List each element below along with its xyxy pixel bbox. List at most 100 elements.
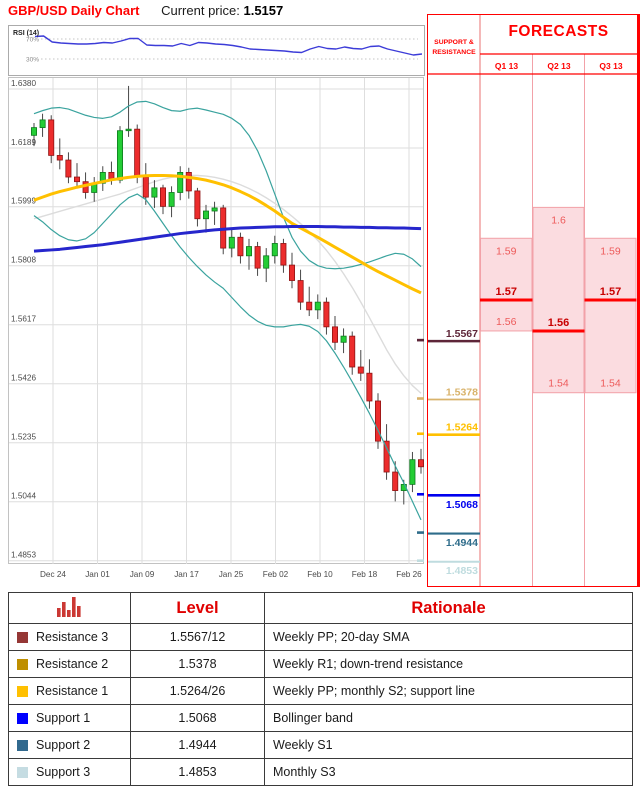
bar-icon-bar <box>66 610 71 617</box>
forecast-high-label: 1.59 <box>600 245 621 257</box>
candle-body <box>306 301 313 311</box>
y-axis-label: 1.5617 <box>11 315 36 324</box>
forecast-high-label: 1.59 <box>496 245 517 257</box>
forecast-column-q3-13: 1.59 1.57 1.54 <box>584 237 637 394</box>
level-color-swatch <box>17 631 28 643</box>
candlestick-chart: 1.6380 1.6189 1.5999 1.5808 1.5617 1.5426 1.52… <box>8 77 424 579</box>
level-value: 1.5567/12 <box>130 623 265 651</box>
level-rationale: Monthly S3 <box>264 758 633 786</box>
level-name-cell: Support 3 <box>8 758 131 786</box>
sr-edge-marker <box>417 559 424 562</box>
rsi-level-label: 30% <box>26 57 39 64</box>
x-axis-label: Jan 17 <box>174 570 199 579</box>
sr-level-label: 1.4853 <box>446 565 478 577</box>
candle-body <box>254 246 261 269</box>
current-price-label: Current price: <box>161 3 240 18</box>
level-value: 1.5264/26 <box>130 677 265 705</box>
bar-icon-bar <box>61 602 66 617</box>
candle-body <box>39 119 46 129</box>
sr-edge-marker <box>417 338 424 342</box>
x-axis-label: Feb 26 <box>396 570 422 579</box>
candle-body <box>331 326 338 343</box>
candle-body <box>228 236 235 249</box>
report-header: GBP/USD Daily Chart Current price: 1.515… <box>8 3 283 18</box>
price-chart: 1.6380 1.6189 1.5999 1.5808 1.5617 1.5426 1.52… <box>8 77 425 586</box>
level-name-cell: Resistance 2 <box>8 650 131 678</box>
rsi-line <box>34 35 423 56</box>
sr-level-label: 1.5264 <box>446 422 478 434</box>
rsi-title: RSI (14) <box>13 30 39 37</box>
level-value: 1.5068 <box>130 704 265 732</box>
level-name-cell: Support 2 <box>8 731 131 759</box>
sr-edge-marker <box>417 432 424 436</box>
bar-icon-bar <box>71 597 76 617</box>
candlesticks <box>30 85 424 505</box>
level-name-cell: Resistance 3 <box>8 623 131 651</box>
candle-body <box>383 440 390 473</box>
candle-body <box>194 190 201 220</box>
bar-icon-bar <box>56 608 61 617</box>
forecast-column-q2-13: 1.6 1.56 1.54 <box>532 206 585 394</box>
x-axis-label: Feb 02 <box>263 570 289 579</box>
sr-level-1.5378: 1.5378 <box>428 387 480 401</box>
y-axis-label: 1.4853 <box>11 551 36 560</box>
candle-body <box>151 187 158 198</box>
rsi-level-label: 70% <box>26 37 39 44</box>
current-price-value: 1.5157 <box>243 3 284 18</box>
level-rationale: Weekly S1 <box>264 731 633 759</box>
sr-level-1.4853: 1.4853 <box>428 560 480 577</box>
candle-body <box>245 246 252 257</box>
table-row: Support 3 1.4853 Monthly S3 <box>8 758 633 786</box>
rsi-chart: 70% 30% RSI (14) <box>13 30 423 64</box>
forecast-low-label: 1.56 <box>496 316 517 328</box>
x-axis-label: Dec 24 <box>40 570 66 579</box>
x-axis-label: Jan 25 <box>219 570 244 579</box>
candle-body <box>392 471 399 491</box>
sr-edge-marker <box>417 397 424 400</box>
candle-body <box>30 127 37 136</box>
forecast-chart: 1.59 1.57 1.56 1.6 1.56 1.54 1.59 1.57 1.54 1.556… <box>428 15 637 586</box>
level-name-cell: Support 1 <box>8 704 131 732</box>
candle-body <box>125 128 132 132</box>
forecast-high-label: 1.6 <box>551 214 566 226</box>
candle-body <box>366 372 373 402</box>
forecast-low-label: 1.54 <box>600 378 621 390</box>
rsi-panel: 70% 30% RSI (14) <box>8 25 425 76</box>
level-color-swatch <box>17 658 28 670</box>
candle-body <box>271 243 278 257</box>
level-color-swatch <box>17 766 28 778</box>
level-name: Resistance 1 <box>36 684 109 698</box>
sr-level-label: 1.5567 <box>446 328 478 340</box>
forecast-column-header-q1: Q1 13 <box>494 61 519 71</box>
support-resistance-header: SUPPORT & RESISTANCE <box>432 39 476 56</box>
level-value: 1.5378 <box>130 650 265 678</box>
y-axis-label: 1.5808 <box>11 256 36 265</box>
table-row: Resistance 2 1.5378 Weekly R1; down-trend … <box>8 650 633 678</box>
sr-level-label: 1.4944 <box>446 537 478 549</box>
candle-body <box>314 301 321 311</box>
level-value: 1.4944 <box>130 731 265 759</box>
forecast-column-header-q3: Q3 13 <box>599 61 623 71</box>
level-name: Support 2 <box>36 738 91 752</box>
candle-body <box>185 172 192 192</box>
sr-edge-marker <box>417 492 424 496</box>
plot-border <box>8 77 424 564</box>
candle-body <box>202 210 209 220</box>
candle-body <box>74 176 81 183</box>
level-rationale: Weekly PP; monthly S2; support line <box>264 677 633 705</box>
bollinger-upper-line <box>33 100 422 270</box>
rationale-column-header: Rationale <box>264 592 633 624</box>
candle-body <box>340 335 347 343</box>
forecast-column-header-q2: Q2 13 <box>547 61 571 71</box>
levels-table: Level Rationale Resistance 3 1.5567/12 Wee… <box>8 592 633 786</box>
sma-20-line <box>33 174 422 394</box>
sr-edge-marker <box>417 531 424 534</box>
forecast-low-label: 1.54 <box>548 378 569 390</box>
candle-body <box>263 255 270 269</box>
level-name: Resistance 3 <box>36 630 109 644</box>
x-axis-label: Feb 18 <box>352 570 378 579</box>
table-row: Resistance 1 1.5264/26 Weekly PP; monthly … <box>8 677 633 705</box>
y-axis-label: 1.5999 <box>11 197 36 206</box>
forecast-column-q1-13: 1.59 1.57 1.56 <box>480 237 533 332</box>
table-row: Resistance 3 1.5567/12 Weekly PP; 20-day S… <box>8 623 633 651</box>
